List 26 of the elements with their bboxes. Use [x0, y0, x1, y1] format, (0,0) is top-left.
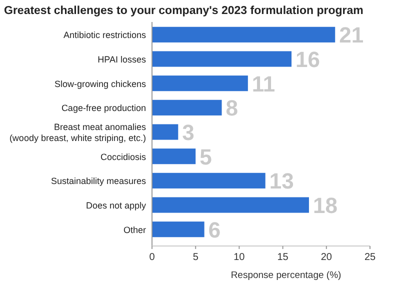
y-tick-label: Other [123, 224, 146, 235]
x-tick-label: 10 [234, 252, 246, 263]
bar [152, 222, 204, 238]
x-tick-label: 20 [320, 252, 332, 263]
bar [152, 100, 222, 116]
y-tick-label: Sustainability measures [50, 176, 146, 186]
bar [152, 148, 196, 164]
y-tick-label: Antibiotic restrictions [63, 30, 146, 40]
x-tick-label: 5 [192, 252, 199, 263]
bar [152, 26, 336, 42]
bar [152, 124, 178, 140]
bar [152, 51, 292, 67]
y-tick-label: Does not apply [86, 200, 146, 211]
y-tick-label: Slow-growing chickens [54, 78, 146, 89]
bar [152, 197, 309, 213]
x-tick-label: 25 [364, 252, 376, 263]
x-axis-title: Response percentage (%) [230, 270, 342, 281]
x-tick-label: 0 [149, 252, 156, 263]
y-tick-label: HPAI losses [98, 54, 146, 64]
x-tick-label: 15 [277, 252, 289, 263]
bar [152, 172, 266, 188]
chart-title: Greatest challenges to your company's 2023 formulation program [4, 5, 364, 17]
y-tick-label: Breast meat anomalies (woody breast, white striping, etc.) [9, 122, 146, 143]
bar [152, 76, 248, 92]
y-tick-label: Cage-free production [61, 103, 146, 114]
y-tick-label: Coccidiosis [100, 152, 146, 162]
